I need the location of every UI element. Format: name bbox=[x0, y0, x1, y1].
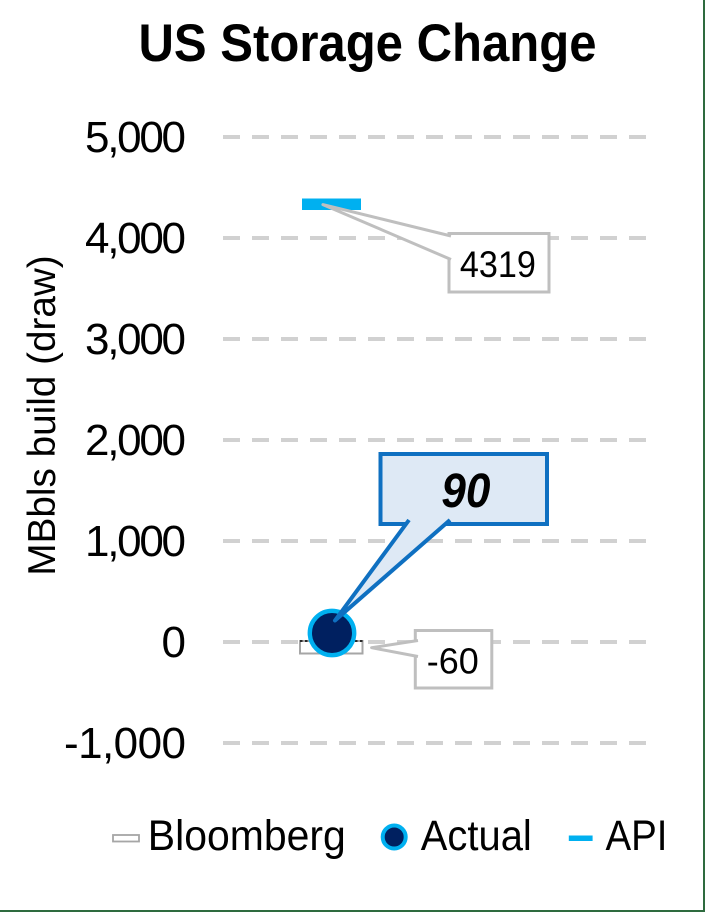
svg-text:US Storage Change: US Storage Change bbox=[139, 14, 597, 73]
svg-text:5,000: 5,000 bbox=[85, 113, 186, 162]
svg-text:MBbls build (draw): MBbls build (draw) bbox=[21, 255, 64, 575]
svg-text:4,000: 4,000 bbox=[85, 214, 186, 263]
svg-text:0: 0 bbox=[162, 618, 186, 667]
svg-text:3,000: 3,000 bbox=[85, 315, 186, 364]
svg-text:-60: -60 bbox=[427, 641, 479, 682]
svg-text:Bloomberg: Bloomberg bbox=[148, 813, 346, 860]
svg-text:4319: 4319 bbox=[460, 244, 536, 285]
svg-text:90: 90 bbox=[441, 465, 490, 518]
svg-text:API: API bbox=[606, 813, 668, 860]
svg-text:Actual: Actual bbox=[421, 813, 532, 860]
svg-text:2,000: 2,000 bbox=[85, 416, 186, 465]
svg-text:1,000: 1,000 bbox=[85, 517, 186, 566]
svg-text:-1,000: -1,000 bbox=[64, 719, 186, 768]
